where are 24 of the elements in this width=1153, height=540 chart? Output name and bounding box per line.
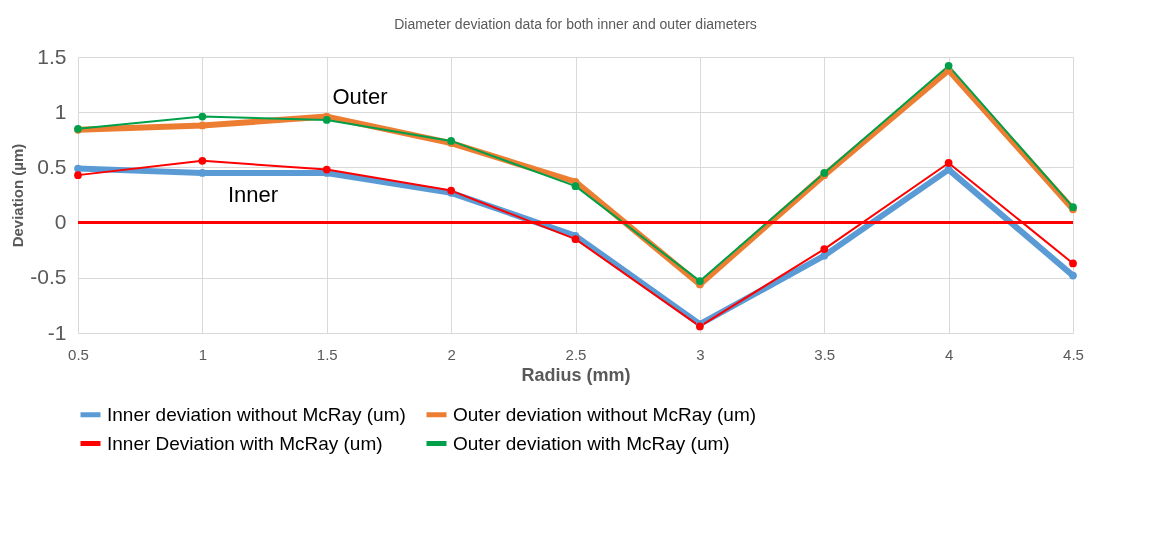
chart-title: Diameter deviation data for both inner and outer diameters xyxy=(394,16,757,32)
x-tick-label: 1.5 xyxy=(316,345,338,363)
y-tick-label: 0.5 xyxy=(37,154,67,178)
y-tick-label: -0.5 xyxy=(30,265,67,289)
x-axis-title: Radius (mm) xyxy=(521,364,631,385)
legend-label: Outer deviation with McRay (um) xyxy=(453,432,730,454)
x-tick-label: 4 xyxy=(944,345,954,363)
x-tick-label: 0.5 xyxy=(68,345,89,363)
x-tick-label: 4.5 xyxy=(1063,345,1084,363)
y-tick-label: 1.5 xyxy=(37,44,67,68)
legend-label: Inner Deviation with McRay (um) xyxy=(107,432,383,454)
x-tick-label: 2 xyxy=(447,345,456,363)
y-tick-label: 0 xyxy=(54,210,67,234)
x-tick-label: 1 xyxy=(198,345,208,363)
x-tick-label: 2.5 xyxy=(565,345,587,363)
x-tick-label: 3 xyxy=(696,345,705,363)
legend-label: Outer deviation without McRay (um) xyxy=(453,403,757,425)
y-axis-title: Deviation (µm) xyxy=(9,143,27,248)
x-tick-label: 3.5 xyxy=(814,345,836,363)
y-tick-label: -1 xyxy=(47,320,67,344)
legend-label: Inner deviation without McRay (um) xyxy=(107,403,406,425)
y-tick-label: 1 xyxy=(54,99,67,123)
annotation: Outer xyxy=(332,84,388,109)
annotation: Inner xyxy=(227,182,279,207)
